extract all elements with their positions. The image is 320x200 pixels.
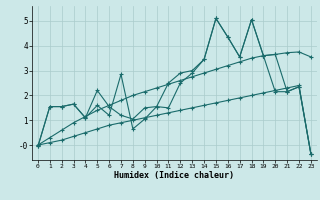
X-axis label: Humidex (Indice chaleur): Humidex (Indice chaleur) [115, 171, 234, 180]
